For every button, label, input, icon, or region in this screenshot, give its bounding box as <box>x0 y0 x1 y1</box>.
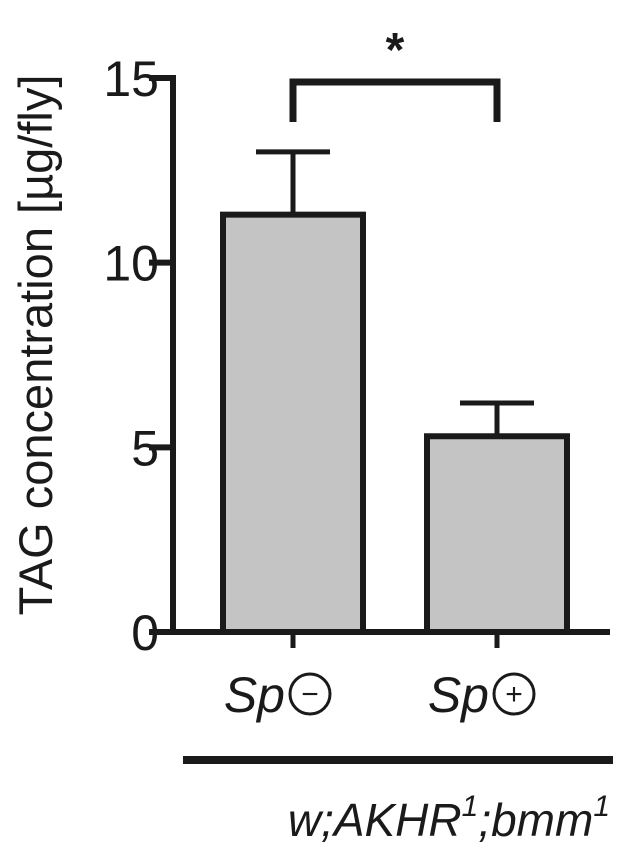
bar <box>220 211 366 636</box>
y-tick-label: 5 <box>131 420 159 476</box>
genotype-base-1: w;AKHR <box>288 794 462 846</box>
x-category-label: Sp <box>224 667 285 723</box>
bars <box>220 149 570 636</box>
y-axis-label: TAG concentration [µg/fly] <box>9 75 62 616</box>
bar <box>424 433 570 635</box>
x-category-labels: Sp − Sp + <box>224 632 536 723</box>
genotype-superscript-1: 1 <box>462 790 479 823</box>
y-tick-label: 10 <box>103 236 159 292</box>
category-sign-circle <box>288 672 332 716</box>
category-sign-symbol: − <box>301 678 319 711</box>
significance-label: * <box>386 24 405 77</box>
x-category-label: Sp <box>428 667 489 723</box>
genotype-label: w;AKHR1;bmm1 <box>288 790 610 846</box>
significance-bracket-line <box>289 78 501 122</box>
genotype-superscript-2: 1 <box>593 790 610 823</box>
genotype-base-2: ;bmm <box>478 794 593 846</box>
y-axis-ticks: 0 5 10 15 <box>103 51 173 661</box>
category-sign-circle <box>492 672 536 716</box>
significance-bracket: * <box>289 24 501 122</box>
category-sign-symbol: + <box>505 678 523 711</box>
y-tick-label: 15 <box>103 51 159 107</box>
y-tick-label: 0 <box>131 605 159 661</box>
